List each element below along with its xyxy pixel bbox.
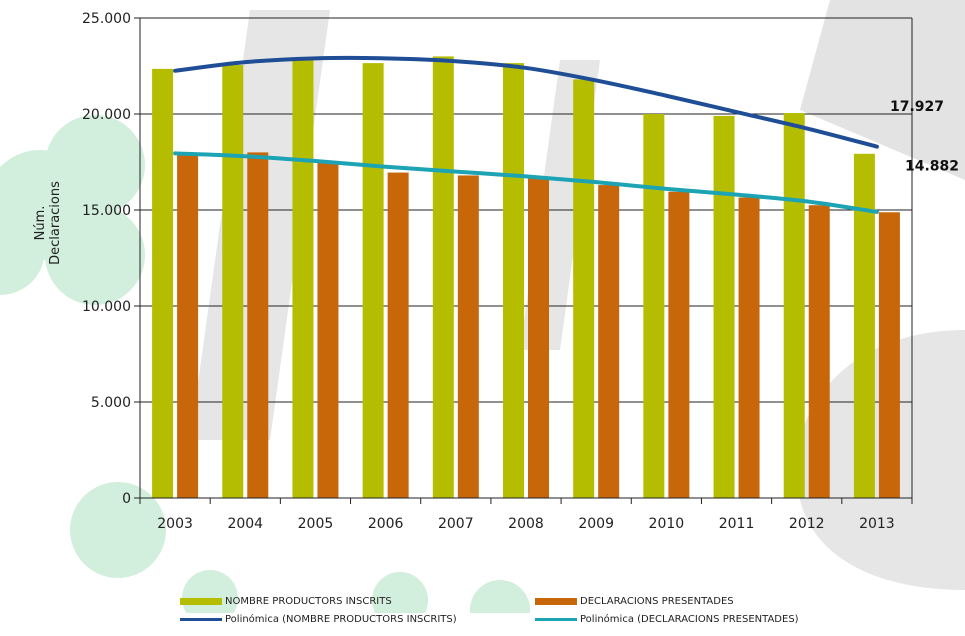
- bar-declaracions: [878, 212, 900, 498]
- x-tick-label: 2010: [649, 516, 685, 532]
- y-axis-label: Núm. Declaracions: [33, 181, 63, 265]
- bar-productors: [503, 63, 524, 499]
- bar-declaracions: [247, 152, 269, 498]
- legend-item-trend-productors: Polinómica (NOMBRE PRODUCTORS INSCRITS): [180, 614, 457, 625]
- bar-productors: [292, 60, 314, 499]
- y-tick-label: 5.000: [91, 395, 131, 411]
- y-tick-label: 20.000: [82, 107, 131, 123]
- y-tick-label: 25.000: [82, 11, 131, 27]
- x-tick-label: 2011: [719, 516, 755, 532]
- bar-productors: [432, 56, 454, 499]
- trendline-declaracions: [173, 151, 879, 214]
- bar-productors: [643, 114, 665, 498]
- bar-declaracions: [528, 178, 549, 498]
- legend-swatch-trend-declaracions: [535, 618, 577, 621]
- legend-item-productors: NOMBRE PRODUCTORS INSCRITS: [180, 596, 392, 607]
- legend-label-trend-declaracions: Polinómica (DECLARACIONS PRESENTADES): [580, 614, 799, 625]
- green-blob: [70, 482, 166, 578]
- bar-productors: [362, 63, 384, 499]
- legend-label-declaracions: DECLARACIONS PRESENTADES: [580, 596, 734, 607]
- grey-stroke: [800, 0, 965, 180]
- bar-chart: 0 5.000 10.000 15.000 20.000 25.000 2003 2004 20…: [82, 11, 959, 532]
- legend-swatch-declaracions: [535, 598, 577, 605]
- x-tick-label: 2008: [508, 516, 544, 532]
- y-axis-label-container: Núm. Declaracions: [26, 178, 70, 268]
- legend-label-productors: NOMBRE PRODUCTORS INSCRITS: [225, 596, 392, 607]
- annotation-declaracions-2013: 14.882: [905, 158, 959, 174]
- x-tick-label: 2013: [859, 516, 895, 532]
- bar-declaracions: [387, 172, 409, 498]
- x-tick-label: 2006: [368, 516, 404, 532]
- legend-swatch-productors: [180, 598, 222, 605]
- bar-declaracions: [457, 175, 479, 498]
- bar-productors: [152, 68, 174, 498]
- annotation-productors-2013: 17.927: [890, 99, 944, 115]
- legend-label-trend-productors: Polinómica (NOMBRE PRODUCTORS INSCRITS): [225, 614, 457, 625]
- x-tick-label: 2004: [227, 516, 263, 532]
- x-tick-label: 2012: [789, 516, 825, 532]
- legend-swatch-trend-productors: [180, 618, 222, 621]
- cloud-shape: [0, 115, 145, 305]
- legend: NOMBRE PRODUCTORS INSCRITS DECLARACIONS …: [180, 596, 940, 636]
- x-tick-label: 2005: [298, 516, 334, 532]
- bar-productors: [713, 115, 735, 499]
- x-tick-label: 2003: [157, 516, 193, 532]
- y-tick-label: 10.000: [82, 299, 131, 315]
- y-tick-label: 15.000: [82, 203, 131, 219]
- bar-declaracions: [738, 197, 760, 498]
- green-blob: [372, 572, 428, 613]
- bar-declaracions: [668, 191, 690, 498]
- x-tick-label: 2007: [438, 516, 474, 532]
- y-tick-label: 0: [122, 491, 131, 507]
- bar-productors: [222, 65, 244, 498]
- x-tick-label: 2009: [578, 516, 614, 532]
- legend-item-trend-declaracions: Polinómica (DECLARACIONS PRESENTADES): [535, 614, 799, 625]
- bar-productors: [573, 79, 595, 498]
- green-blob: [470, 580, 530, 613]
- bar-productors: [783, 113, 805, 498]
- trendline-productors: [173, 55, 879, 149]
- bar-declaracions: [598, 185, 620, 499]
- bar-declaracions: [317, 162, 339, 498]
- y-axis-label-line: Declaracions: [48, 181, 63, 265]
- bar-declaracions: [808, 205, 830, 498]
- legend-item-declaracions: DECLARACIONS PRESENTADES: [535, 596, 734, 607]
- bar-declaracions: [177, 154, 199, 498]
- y-axis-label-line: Núm.: [33, 205, 48, 241]
- bar-productors: [853, 153, 875, 498]
